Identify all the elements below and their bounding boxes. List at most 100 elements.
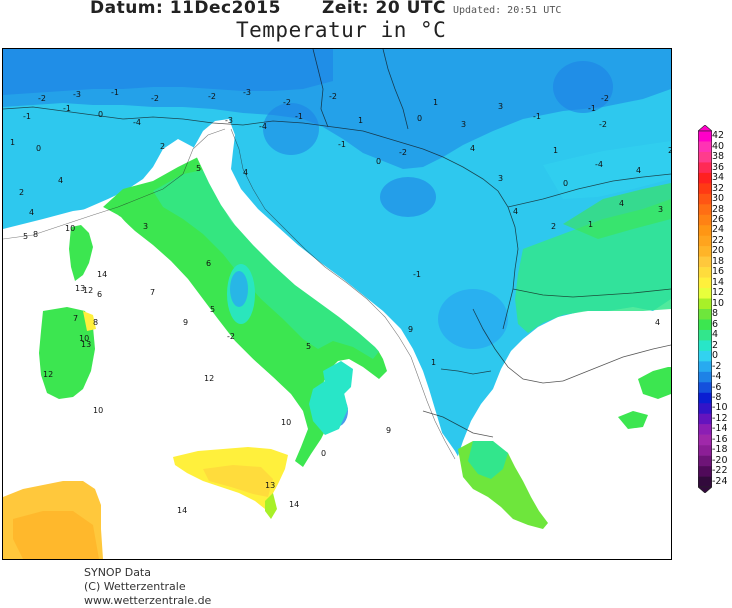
station-temperature-label: -1 xyxy=(63,104,71,113)
colorbar-tick-label: 12 xyxy=(712,287,725,299)
colorbar-tick-label: 2 xyxy=(712,339,719,351)
station-temperature-label: 4 xyxy=(470,144,475,153)
station-temperature-label: 14 xyxy=(177,506,187,515)
colorbar-tick-label: 22 xyxy=(712,234,725,246)
colorbar-tick-label: -18 xyxy=(712,444,728,456)
colorbar-swatch xyxy=(698,256,712,268)
temperature-map: -2 -3 -1 -2 -2 -3 -2 -2 -1 -1 0 -4 -3 -4 -1 1 -2 -1 -1 -2 1 0… xyxy=(2,48,672,560)
colorbar-swatch xyxy=(698,382,712,394)
station-temperature-label: 0 xyxy=(417,114,422,123)
station-temperature-label: 10 xyxy=(79,334,89,343)
colorbar-top-arrow xyxy=(697,124,713,132)
station-temperature-label: -3 xyxy=(73,90,81,99)
colorbar-swatch xyxy=(698,361,712,373)
colorbar-swatch xyxy=(698,193,712,205)
colorbar-tick-label: 34 xyxy=(712,172,725,184)
colorbar-tick-label: 36 xyxy=(712,161,725,173)
station-temperature-label: -2 xyxy=(329,92,337,101)
station-temperature-label: 9 xyxy=(408,325,413,334)
colorbar-tick-label: 18 xyxy=(712,255,725,267)
station-temperature-label: -2 xyxy=(151,94,159,103)
station-temperature-label: 9 xyxy=(183,318,188,327)
colorbar-swatch xyxy=(698,204,712,216)
station-temperature-label: 2 xyxy=(551,222,556,231)
station-temperature-label: 1 xyxy=(588,220,593,229)
colorbar-tick-label: 6 xyxy=(712,318,719,330)
colorbar-swatch xyxy=(698,141,712,153)
colorbar-tick-label: 42 xyxy=(712,130,725,142)
colorbar-swatch xyxy=(698,371,712,383)
station-temperature-label: 13 xyxy=(265,481,275,490)
station-temperature-label: 5 xyxy=(210,305,215,314)
colorbar-tick-label: 20 xyxy=(712,245,725,257)
station-temperature-label: 4 xyxy=(58,176,63,185)
station-temperature-label: 14 xyxy=(289,500,299,509)
colorbar-swatch xyxy=(698,466,712,477)
station-temperature-label: 4 xyxy=(655,318,660,327)
colorbar-tick-label: 0 xyxy=(712,350,719,362)
colorbar-tick-label: 40 xyxy=(712,140,725,152)
colorbar-swatch xyxy=(698,277,712,289)
station-temperature-label: 12 xyxy=(43,370,53,379)
colorbar-tick-label: -12 xyxy=(712,412,728,424)
colorbar-swatch xyxy=(698,183,712,195)
colorbar-swatch xyxy=(698,309,712,320)
station-temperature-label: -2 xyxy=(601,94,609,103)
station-temperature-label: 5 xyxy=(23,232,28,241)
station-temperature-label: 2 xyxy=(160,142,165,151)
station-temperature-label: 0 xyxy=(376,157,381,166)
footer-copyright: (C) Wetterzentrale xyxy=(84,580,186,593)
footer-url[interactable]: www.wetterzentrale.de xyxy=(84,594,212,607)
colorbar-tick-label: -8 xyxy=(712,392,722,403)
colorbar-swatch xyxy=(698,267,712,278)
station-temperature-label: -1 xyxy=(413,270,421,279)
colorbar-tick-label: -24 xyxy=(712,475,728,487)
colorbar-tick-label: -6 xyxy=(712,381,722,393)
station-temperature-label: -2 xyxy=(399,148,407,157)
colorbar-swatch xyxy=(698,172,712,184)
colorbar-swatch xyxy=(698,225,712,237)
colorbar-swatch xyxy=(698,445,712,456)
station-labels: -2 -3 -1-2 -2 -3-2-2-1-10-4 -3-4-11 -2-1-1-21 0… xyxy=(10,88,671,515)
colorbar-tick-label: 14 xyxy=(712,276,725,288)
station-temperature-label: -1 xyxy=(295,112,303,121)
station-temperature-label: -2 xyxy=(208,92,216,101)
station-temperature-label: 4 xyxy=(619,199,624,208)
temperature-colorbar xyxy=(697,124,713,494)
station-temperature-label: -2 xyxy=(599,120,607,129)
station-temperature-label: 10 xyxy=(281,418,291,427)
station-temperature-label: 7 xyxy=(73,314,78,323)
station-temperature-label: 1 xyxy=(431,358,436,367)
station-temperature-label: 3 xyxy=(143,222,148,231)
colorbar-swatch xyxy=(698,329,712,341)
station-temperature-label: -1 xyxy=(111,88,119,97)
colorbar-svg xyxy=(697,124,713,494)
date-label: Datum: 11Dec2015 xyxy=(90,0,281,18)
colorbar-tick-label: -20 xyxy=(712,454,728,466)
footer-source: SYNOP Data xyxy=(84,566,151,579)
station-temperature-label: 2 xyxy=(19,188,24,197)
header: Datum: 11Dec2015 Zeit: 20 UTC Updated: 2… xyxy=(0,0,732,50)
colorbar-tick-label: 16 xyxy=(712,266,725,278)
station-temperature-label: -4 xyxy=(259,122,267,131)
colorbar-swatch xyxy=(698,340,712,352)
station-temperature-label: 3 xyxy=(498,174,503,183)
station-temperature-label: -3 xyxy=(225,116,233,125)
station-temperature-label: 0 xyxy=(563,179,568,188)
station-temperature-label: 3 xyxy=(498,102,503,111)
station-temperature-label: -3 xyxy=(243,88,251,97)
colorbar-tick-label: -16 xyxy=(712,433,728,445)
colorbar-tick-label: -4 xyxy=(712,371,722,383)
station-temperature-label: 12 xyxy=(83,286,93,295)
station-temperature-label: -1 xyxy=(533,112,541,121)
station-temperature-label: 4 xyxy=(636,166,641,175)
station-temperature-label: -2 xyxy=(283,98,291,107)
station-temperature-label: 2 xyxy=(668,146,671,155)
station-temperature-label: 6 xyxy=(97,290,102,299)
colorbar-tick-label: 8 xyxy=(712,308,719,320)
map-svg: -2 -3 -1-2 -2 -3-2-2-1-10-4 -3-4-11 -2-1-1-21 0… xyxy=(3,49,671,559)
station-temperature-label: 1 xyxy=(433,98,438,107)
station-temperature-label: -1 xyxy=(338,140,346,149)
station-temperature-label: 14 xyxy=(97,270,107,279)
colorbar-swatch xyxy=(698,151,712,163)
